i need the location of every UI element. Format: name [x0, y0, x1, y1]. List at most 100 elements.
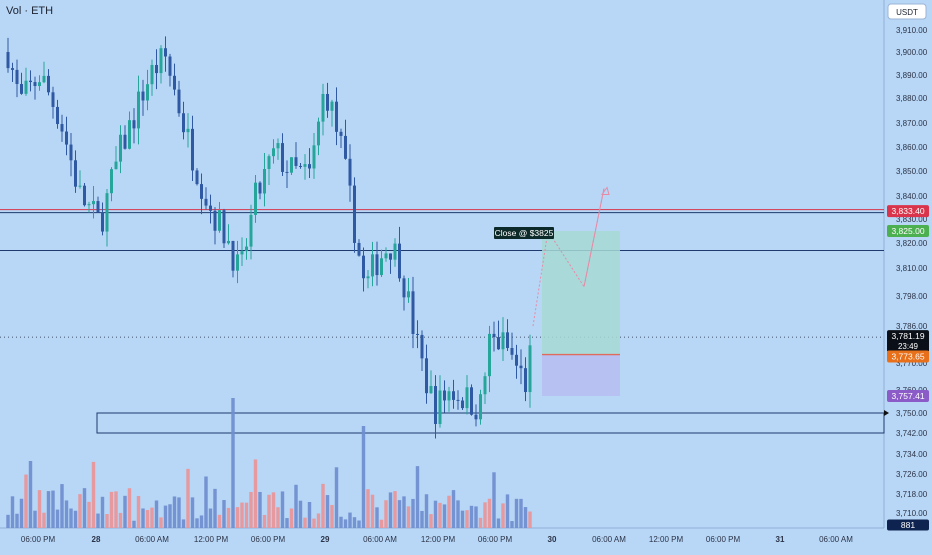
volume-bar [163, 505, 168, 528]
volume-bar [145, 510, 150, 528]
volume-bar [33, 510, 37, 528]
candle-body [443, 390, 446, 401]
candle-body [42, 75, 46, 83]
currency-button-text: USDT [896, 8, 918, 17]
candle-body [263, 169, 266, 194]
currency-button[interactable]: USDT [887, 3, 927, 20]
candle-body [78, 185, 82, 187]
candle-body [465, 387, 469, 409]
x-tick-label: 06:00 PM [251, 535, 286, 544]
candle [74, 150, 77, 193]
candle-body [92, 201, 95, 205]
volume-bar [181, 519, 186, 528]
volume-bar [136, 495, 141, 528]
candle-body [425, 358, 428, 394]
volume-bar [496, 518, 501, 528]
candle-body [524, 368, 527, 393]
x-tick-label: 12:00 PM [649, 535, 684, 544]
candle-body [510, 348, 514, 355]
candle [155, 49, 158, 90]
volume-bar [127, 488, 132, 528]
entry-price-tag-box [887, 350, 929, 363]
candle-body [258, 182, 262, 194]
candle-body [483, 376, 487, 395]
candle-body [191, 128, 194, 171]
resistance-price-tag-text: 3,833.40 [891, 206, 924, 216]
candle [137, 75, 140, 145]
candle [267, 154, 271, 185]
candle-body [344, 135, 347, 159]
volume-bar [276, 507, 280, 528]
volume-bar [280, 491, 285, 528]
target-price-tag-text: 3,825.00 [891, 226, 924, 236]
candle [258, 181, 262, 200]
candle-body [434, 386, 437, 425]
volume-bar [303, 517, 307, 528]
candle [357, 239, 361, 257]
volume-bar [82, 488, 87, 528]
candle [209, 194, 212, 224]
y-tick-label: 3,830.00 [896, 215, 928, 224]
candle [398, 226, 401, 282]
candle-body [272, 148, 275, 157]
candle-body [56, 106, 59, 125]
y-tick-label: 3,860.00 [896, 143, 928, 152]
volume-bar [289, 508, 294, 528]
y-tick-label: 3,890.00 [896, 71, 928, 80]
candle-body [398, 243, 401, 279]
candle-body [29, 80, 32, 83]
volume-bar [352, 517, 357, 528]
candle-body [452, 391, 455, 400]
candle-body [290, 157, 293, 173]
volume-bar [433, 500, 438, 528]
resistance-price-tag-box [887, 205, 929, 218]
candle-body [317, 121, 320, 146]
candle [24, 67, 28, 96]
volume-bar [55, 509, 60, 528]
candle [443, 380, 446, 413]
candle-body [200, 184, 203, 199]
candle [15, 59, 19, 98]
candle [101, 202, 104, 236]
volume-bar [501, 503, 505, 528]
candle-body [150, 64, 154, 85]
volume-bar [420, 510, 424, 528]
candle [510, 332, 514, 360]
candle-body [96, 201, 100, 213]
candle-body [137, 91, 140, 129]
volume-bar [375, 507, 379, 528]
candle-body [164, 48, 167, 57]
candle [452, 379, 455, 409]
stop-price-tag: 3,757.41 [887, 389, 929, 402]
volume-bar [357, 520, 361, 528]
candle-body [321, 93, 325, 122]
volume-bar [528, 511, 532, 528]
last-price-box [887, 330, 929, 353]
candle [87, 201, 91, 213]
volume-bar [168, 504, 172, 528]
volume-bar [271, 492, 276, 528]
candle-body [501, 332, 505, 350]
demand-zone-box [96, 412, 885, 434]
x-tick-label: 29 [321, 535, 330, 544]
candle-body [186, 128, 190, 133]
x-tick-label: 12:00 PM [421, 535, 456, 544]
volume-bar [42, 512, 46, 528]
candle [249, 204, 253, 260]
candle-body [15, 69, 19, 85]
volume-bar [370, 494, 375, 528]
target-price-tag: 3,825.00 [887, 225, 929, 237]
candle [83, 182, 86, 207]
candle-body [506, 332, 509, 349]
volume-bar [442, 504, 447, 528]
candle-body [69, 144, 73, 161]
candle [56, 99, 59, 129]
candle-body [204, 198, 208, 206]
candle [78, 170, 82, 189]
candle [371, 241, 374, 287]
candle [254, 174, 257, 223]
candle-body [303, 164, 307, 167]
volume-bar [109, 491, 114, 528]
